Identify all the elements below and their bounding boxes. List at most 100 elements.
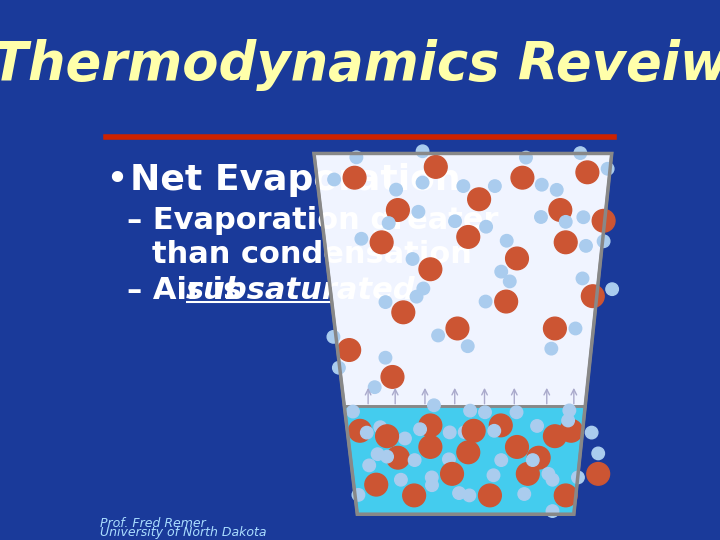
Polygon shape xyxy=(314,153,612,407)
Circle shape xyxy=(352,489,364,501)
Circle shape xyxy=(365,474,387,496)
Circle shape xyxy=(577,211,590,224)
Circle shape xyxy=(546,474,559,486)
Circle shape xyxy=(387,199,409,221)
Circle shape xyxy=(406,253,419,265)
Circle shape xyxy=(426,479,438,491)
Circle shape xyxy=(592,447,605,460)
Circle shape xyxy=(390,184,402,196)
Circle shape xyxy=(327,330,340,343)
Circle shape xyxy=(544,317,566,340)
Circle shape xyxy=(518,488,531,500)
Circle shape xyxy=(417,282,430,295)
Circle shape xyxy=(570,322,582,335)
Circle shape xyxy=(585,427,598,439)
Circle shape xyxy=(598,235,610,247)
Circle shape xyxy=(468,188,490,211)
Circle shape xyxy=(462,340,474,353)
Circle shape xyxy=(457,180,469,192)
Circle shape xyxy=(419,258,442,281)
Circle shape xyxy=(546,505,559,517)
Circle shape xyxy=(348,420,372,442)
Circle shape xyxy=(416,177,429,189)
Circle shape xyxy=(576,272,589,285)
Circle shape xyxy=(503,275,516,288)
Circle shape xyxy=(328,173,341,186)
Circle shape xyxy=(479,406,491,418)
Text: – Evaporation greater: – Evaporation greater xyxy=(127,206,499,235)
Circle shape xyxy=(587,463,610,485)
Circle shape xyxy=(459,426,471,438)
Circle shape xyxy=(549,199,572,221)
Circle shape xyxy=(526,454,539,467)
Circle shape xyxy=(387,447,409,469)
Circle shape xyxy=(363,459,375,471)
Circle shape xyxy=(379,352,392,364)
Circle shape xyxy=(333,361,345,374)
Circle shape xyxy=(487,469,500,482)
Circle shape xyxy=(563,404,575,417)
Circle shape xyxy=(505,247,528,270)
Circle shape xyxy=(515,441,527,454)
Circle shape xyxy=(572,471,584,484)
Circle shape xyxy=(488,424,500,437)
Circle shape xyxy=(361,427,373,439)
Circle shape xyxy=(355,233,368,245)
Circle shape xyxy=(338,339,361,361)
Text: than condensation: than condensation xyxy=(152,240,472,269)
Circle shape xyxy=(559,420,582,442)
Text: Net Evaporation: Net Evaporation xyxy=(130,164,461,198)
Circle shape xyxy=(545,342,557,355)
Text: University of North Dakota: University of North Dakota xyxy=(100,525,266,538)
Text: Thermodynamics Reveiw: Thermodynamics Reveiw xyxy=(0,39,720,91)
Circle shape xyxy=(449,215,462,227)
Circle shape xyxy=(432,329,444,342)
Circle shape xyxy=(419,414,442,437)
Circle shape xyxy=(520,151,532,164)
Circle shape xyxy=(457,441,480,464)
Circle shape xyxy=(350,151,363,164)
Circle shape xyxy=(392,301,415,323)
Circle shape xyxy=(495,265,508,278)
Circle shape xyxy=(381,366,404,388)
Circle shape xyxy=(463,489,476,502)
Circle shape xyxy=(495,290,518,313)
Circle shape xyxy=(343,166,366,189)
Circle shape xyxy=(369,381,381,394)
Text: •: • xyxy=(106,161,129,199)
Circle shape xyxy=(457,226,480,248)
Circle shape xyxy=(510,406,523,418)
Circle shape xyxy=(412,206,425,218)
Polygon shape xyxy=(344,407,585,514)
Circle shape xyxy=(462,420,485,442)
Circle shape xyxy=(505,436,528,458)
Circle shape xyxy=(554,484,577,507)
Circle shape xyxy=(536,179,548,191)
Circle shape xyxy=(527,447,550,469)
Circle shape xyxy=(444,426,456,438)
Circle shape xyxy=(544,425,566,448)
Circle shape xyxy=(593,210,615,232)
Circle shape xyxy=(408,454,421,467)
Circle shape xyxy=(479,484,501,507)
Text: Prof. Fred Remer: Prof. Fred Remer xyxy=(100,517,206,530)
Circle shape xyxy=(551,184,563,196)
Circle shape xyxy=(347,406,359,418)
Circle shape xyxy=(424,156,447,178)
Circle shape xyxy=(480,295,492,308)
Circle shape xyxy=(516,463,539,485)
Circle shape xyxy=(374,421,387,434)
Circle shape xyxy=(372,448,384,461)
Circle shape xyxy=(606,283,618,295)
Circle shape xyxy=(601,163,614,175)
Circle shape xyxy=(542,468,554,480)
Circle shape xyxy=(562,414,575,427)
Circle shape xyxy=(535,211,547,223)
Circle shape xyxy=(399,432,411,445)
Circle shape xyxy=(489,180,501,192)
Circle shape xyxy=(381,450,393,463)
Circle shape xyxy=(580,240,593,252)
Circle shape xyxy=(443,453,455,465)
Text: subsaturated: subsaturated xyxy=(186,276,415,305)
Circle shape xyxy=(526,471,538,483)
